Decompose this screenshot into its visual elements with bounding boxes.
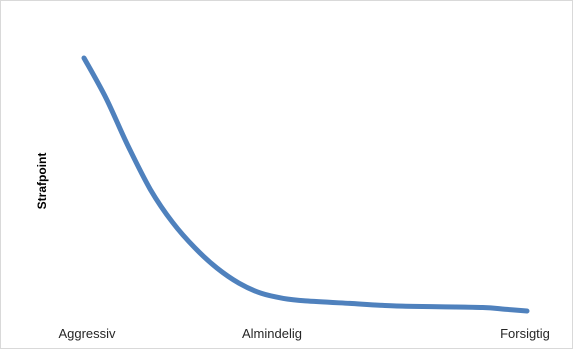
x-tick-label-0: Aggressiv [58,326,116,341]
x-tick-labels: Aggressiv Almindelig Forsigtig [58,326,549,341]
x-tick-label-1: Almindelig [242,326,302,341]
plot-area [81,55,530,314]
series-line-0 [81,55,530,314]
x-tick-label-2: Forsigtig [500,326,550,341]
y-axis-title: Strafpoint [35,153,49,210]
